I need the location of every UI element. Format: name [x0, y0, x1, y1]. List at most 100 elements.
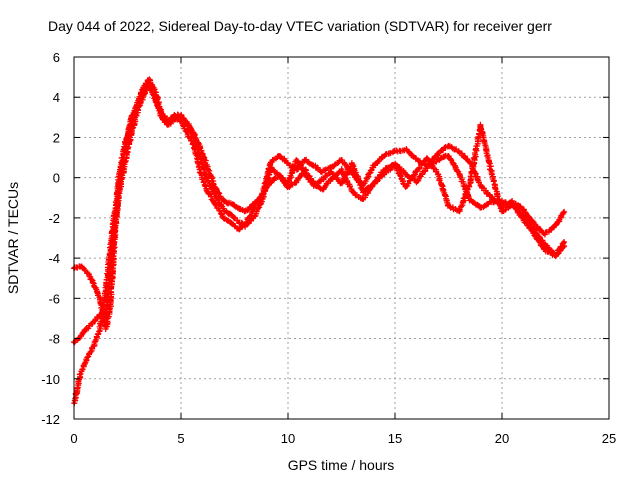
data-point: [489, 170, 493, 174]
data-point: [372, 164, 376, 168]
y-tick-label: -2: [48, 211, 60, 226]
data-point: [277, 174, 281, 178]
data-point: [108, 246, 112, 250]
data-point: [554, 254, 557, 258]
y-tick-label: -4: [48, 251, 60, 266]
data-point: [179, 119, 183, 123]
data-point: [340, 182, 343, 186]
data-point: [436, 158, 440, 162]
data-point: [252, 208, 256, 212]
data-point: [350, 190, 354, 194]
data-point: [143, 87, 147, 91]
data-point: [457, 210, 461, 214]
data-point: [468, 182, 472, 186]
data-point: [198, 170, 202, 174]
data-point: [286, 162, 290, 166]
data-point: [277, 154, 281, 158]
data-point: [104, 316, 108, 320]
data-point: [147, 77, 151, 81]
data-point: [521, 218, 525, 222]
data-point: [414, 180, 418, 184]
data-point: [382, 172, 386, 176]
data-point: [85, 270, 89, 274]
data-point: [113, 212, 117, 216]
data-point: [98, 329, 102, 333]
data-point: [179, 115, 183, 119]
data-point: [230, 214, 234, 218]
data-point: [243, 222, 247, 226]
series-track-c: [71, 80, 568, 407]
data-point: [173, 115, 177, 119]
data-point: [372, 182, 376, 186]
data-point: [511, 202, 515, 206]
data-point: [340, 158, 343, 162]
data-point: [320, 188, 324, 192]
data-point: [98, 296, 102, 300]
data-point: [329, 166, 333, 170]
data-point: [447, 143, 450, 147]
data-point: [361, 198, 365, 202]
data-point: [205, 164, 209, 168]
data-point: [414, 170, 418, 174]
data-point: [222, 208, 226, 212]
data-point: [205, 188, 209, 192]
data-point: [269, 180, 273, 184]
data-point: [260, 192, 264, 196]
data-point: [543, 248, 547, 252]
data-point: [295, 168, 299, 172]
data-point: [117, 176, 121, 180]
data-point: [340, 168, 343, 172]
data-point: [78, 373, 82, 377]
data-point: [404, 186, 408, 190]
data-point: [312, 182, 316, 186]
data-point: [436, 172, 440, 176]
data-point: [479, 184, 483, 188]
x-tick-label: 20: [495, 431, 509, 446]
x-axis-label: GPS time / hours: [288, 457, 395, 473]
x-tick-label: 10: [281, 431, 295, 446]
data-point: [286, 186, 290, 190]
y-tick-label: 6: [53, 50, 60, 65]
data-point: [85, 357, 89, 361]
data-point: [269, 166, 273, 170]
data-point: [479, 206, 483, 210]
data-point: [457, 150, 461, 154]
data-point: [230, 222, 234, 226]
data-point: [393, 164, 397, 168]
data-point: [521, 208, 525, 212]
data-point: [425, 166, 429, 170]
data-point: [393, 150, 397, 154]
data-point: [153, 97, 157, 101]
data-point: [404, 172, 408, 176]
data-point: [554, 224, 557, 228]
data-point: [123, 139, 127, 143]
data-point: [237, 220, 241, 224]
data-point: [205, 176, 209, 180]
x-tick-label: 5: [177, 431, 184, 446]
y-tick-label: -6: [48, 291, 60, 306]
data-point: [479, 123, 483, 127]
data-point: [237, 228, 241, 232]
data-point: [532, 232, 536, 236]
series-markers: [71, 80, 568, 407]
data-point: [222, 216, 226, 220]
data-point: [543, 232, 547, 236]
y-tick-label: 4: [53, 90, 60, 105]
x-tick-label: 15: [388, 431, 402, 446]
data-point: [320, 178, 324, 182]
data-point: [91, 320, 95, 324]
data-point: [160, 113, 164, 117]
data-point: [104, 286, 108, 290]
data-point: [91, 280, 95, 284]
data-point: [543, 242, 547, 246]
chart-title: Day 044 of 2022, Sidereal Day-to-day VTE…: [48, 18, 552, 34]
data-point: [436, 152, 440, 156]
x-tick-label: 25: [602, 431, 616, 446]
data-point: [532, 222, 536, 226]
data-point: [295, 158, 299, 162]
data-point: [230, 202, 234, 206]
data-point: [136, 103, 140, 107]
data-point: [104, 327, 108, 330]
